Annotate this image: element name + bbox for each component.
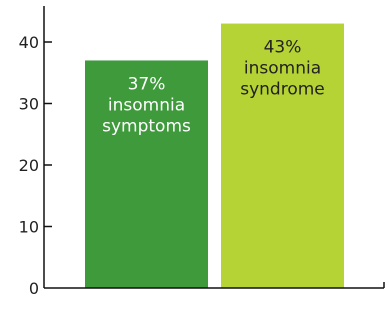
y-ticks-layer: 0 10 20 30 40 <box>19 33 385 298</box>
bars-layer <box>85 23 344 289</box>
y-tick-label-40: 40 <box>19 33 39 52</box>
axes-layer <box>43 6 384 289</box>
bar-label-syndrome-line-3: syndrome <box>240 80 325 100</box>
bar-label-symptoms-line-1: 37% <box>128 74 166 94</box>
y-tick-label-20: 20 <box>19 156 39 175</box>
bar-label-symptoms-line-3: symptoms <box>102 116 191 136</box>
bar-symptoms <box>85 60 208 289</box>
y-tick-label-10: 10 <box>19 218 39 237</box>
y-tick-label-0: 0 <box>29 279 39 298</box>
bar-syndrome <box>221 23 344 289</box>
y-tick-label-30: 30 <box>19 95 39 114</box>
bar-label-symptoms-line-2: insomnia <box>108 95 185 115</box>
bar-label-syndrome-line-2: insomnia <box>244 59 321 79</box>
bar-label-syndrome-line-1: 43% <box>264 38 302 58</box>
